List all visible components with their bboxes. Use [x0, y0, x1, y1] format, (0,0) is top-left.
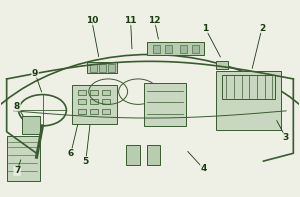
Bar — [153, 45, 160, 53]
FancyBboxPatch shape — [144, 83, 186, 126]
Text: 6: 6 — [68, 149, 74, 158]
Text: 11: 11 — [124, 16, 137, 25]
Bar — [90, 99, 98, 104]
Bar — [222, 75, 275, 98]
FancyBboxPatch shape — [72, 85, 117, 124]
Bar — [126, 145, 140, 165]
Text: 4: 4 — [201, 164, 207, 173]
Text: 8: 8 — [14, 102, 20, 111]
FancyBboxPatch shape — [216, 71, 281, 130]
Text: 10: 10 — [85, 16, 98, 25]
Bar — [99, 64, 106, 72]
Bar — [90, 64, 97, 72]
Bar — [78, 109, 86, 114]
FancyBboxPatch shape — [7, 136, 40, 181]
Text: 3: 3 — [283, 133, 289, 142]
Bar — [165, 45, 172, 53]
Text: 9: 9 — [32, 69, 38, 78]
Bar — [102, 99, 110, 104]
Text: 12: 12 — [148, 16, 161, 25]
Bar — [90, 109, 98, 114]
FancyBboxPatch shape — [147, 42, 204, 56]
Text: 1: 1 — [202, 24, 208, 33]
FancyBboxPatch shape — [87, 62, 117, 73]
Bar — [108, 64, 115, 72]
FancyBboxPatch shape — [22, 116, 40, 134]
Bar — [78, 90, 86, 95]
Bar — [216, 61, 228, 69]
Bar — [192, 45, 199, 53]
Bar — [180, 45, 187, 53]
Bar — [78, 99, 86, 104]
Bar — [102, 109, 110, 114]
Bar — [147, 145, 160, 165]
Text: 2: 2 — [259, 24, 265, 33]
Bar — [102, 90, 110, 95]
Bar — [90, 90, 98, 95]
Text: 5: 5 — [83, 157, 89, 166]
Text: 7: 7 — [14, 166, 20, 175]
